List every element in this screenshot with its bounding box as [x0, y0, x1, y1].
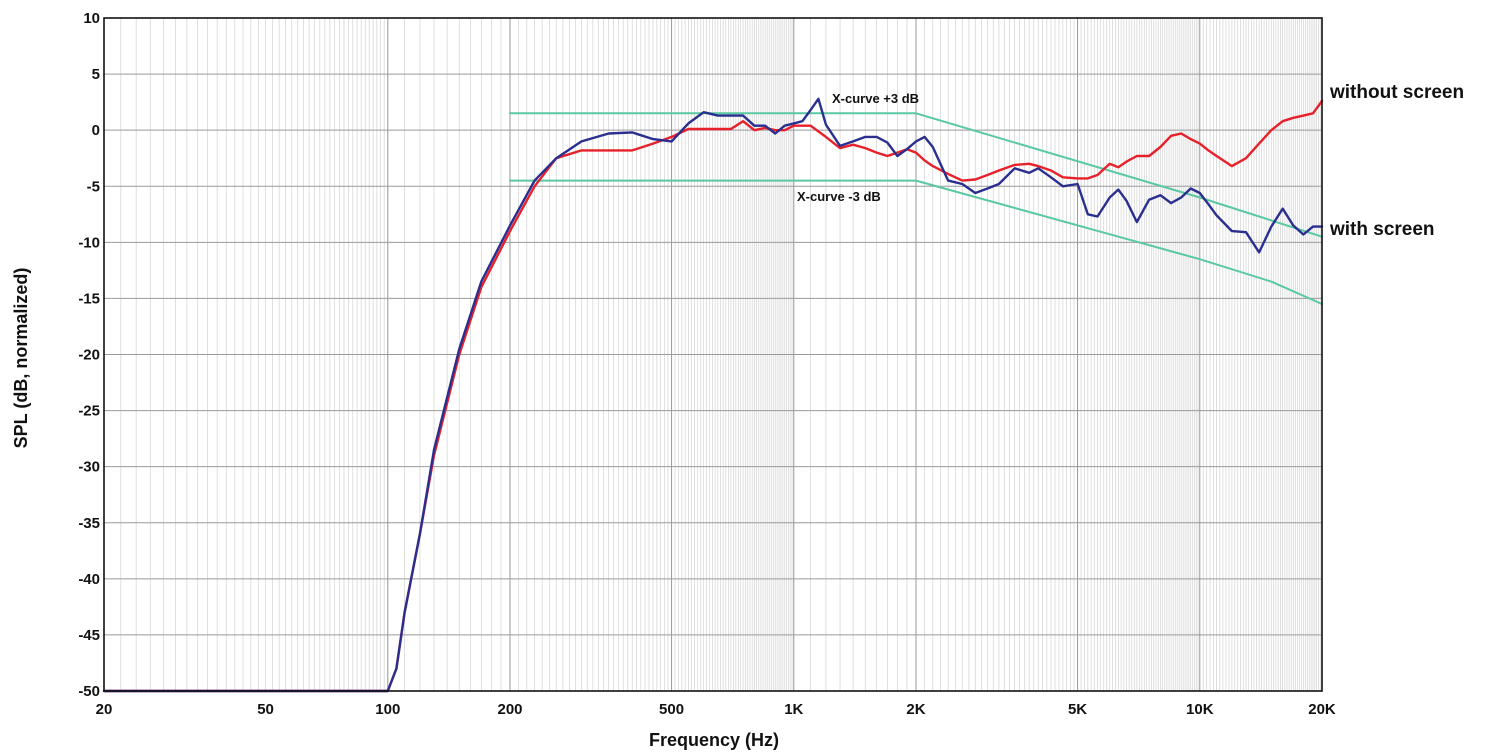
- x-tick-label: 2K: [906, 701, 925, 718]
- y-tick-label: -45: [78, 627, 100, 644]
- y-tick-label: 10: [83, 10, 100, 27]
- plot-frame: [103, 17, 1323, 692]
- y-tick-label: -50: [78, 683, 100, 700]
- y-tick-label: 0: [92, 122, 100, 139]
- y-tick-label: -20: [78, 347, 100, 364]
- y-tick-label: -15: [78, 290, 100, 307]
- label-xcurve-plus: X-curve +3 dB: [832, 91, 919, 106]
- y-tick-labels: 10 5 0 -5 -10 -15 -20 -25 -30 -35 -40 -45 -50: [78, 10, 100, 700]
- series-layer: [102, 97, 1324, 693]
- x-tick-label: 10K: [1186, 701, 1214, 718]
- y-tick-label: -10: [78, 234, 100, 251]
- series-line-x-curve-3-db: [509, 179, 1323, 305]
- y-tick-label: -5: [87, 178, 100, 195]
- x-tick-label: 5K: [1068, 701, 1087, 718]
- label-without-screen: without screen: [1329, 82, 1464, 103]
- x-tick-labels: 20 50 100 200 500 1K 2K 5K 10K 20K: [96, 701, 1336, 718]
- y-tick-label: -35: [78, 515, 100, 532]
- x-tick-label: 1K: [784, 701, 803, 718]
- x-axis-title: Frequency (Hz): [649, 730, 779, 750]
- x-tick-label: 20K: [1308, 701, 1336, 718]
- y-tick-label: -30: [78, 459, 100, 476]
- x-tick-label: 500: [659, 701, 684, 718]
- y-tick-label: -40: [78, 571, 100, 588]
- y-axis-title: SPL (dB, normalized): [11, 268, 31, 449]
- label-with-screen: with screen: [1329, 219, 1435, 240]
- series-line-without-screen: [102, 99, 1324, 693]
- label-xcurve-minus: X-curve -3 dB: [797, 189, 881, 204]
- x-tick-label: 200: [497, 701, 522, 718]
- y-tick-label: 5: [92, 66, 100, 83]
- series-line-with-screen: [102, 97, 1324, 693]
- x-tick-label: 50: [257, 701, 274, 718]
- y-tick-label: -25: [78, 403, 100, 420]
- x-tick-label: 20: [96, 701, 113, 718]
- x-tick-label: 100: [375, 701, 400, 718]
